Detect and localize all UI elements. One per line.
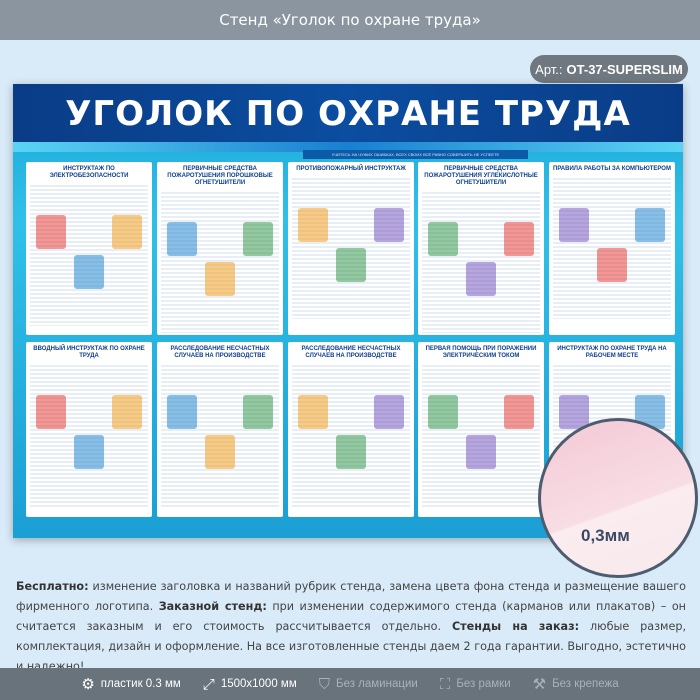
panel-title: ИНСТРУКТАЖ ПО ЭЛЕКТРОБЕЗОПАСНОСТИ — [49, 166, 129, 179]
panel-illustration — [243, 395, 273, 429]
feature-mount: ⚒ Без крепежа — [533, 675, 619, 693]
panel-illustration — [36, 395, 66, 429]
feature-size: ⤢ 1500x1000 мм — [203, 676, 297, 693]
stand-title: УГОЛОК ПО ОХРАНЕ ТРУДА — [13, 84, 683, 144]
stand-panel: РАССЛЕДОВАНИЕ НЕСЧАСТНЫХ СЛУЧАЕВ НА ПРОИ… — [157, 342, 283, 517]
panel-illustration — [559, 208, 589, 242]
page-title: Стенд «Уголок по охране труда» — [219, 11, 481, 29]
article-label: Арт.: — [535, 61, 563, 77]
panel-content — [292, 365, 410, 508]
panel-illustration — [336, 435, 366, 469]
stand-panel: ПЕРВИЧНЫЕ СРЕДСТВА ПОЖАРОТУШЕНИЯ УГЛЕКИС… — [418, 162, 544, 335]
panel-illustration — [559, 395, 589, 429]
feature-material: ⚙ пластик 0.3 мм — [81, 675, 180, 693]
panel-illustration — [374, 208, 404, 242]
custom-text: при изменении содержимого стенда (карман… — [16, 600, 686, 633]
panel-content — [422, 192, 540, 333]
material-magnifier: 0,3мм — [538, 418, 698, 578]
panel-content — [161, 192, 279, 333]
stand-panel: ВВОДНЫЙ ИНСТРУКТАЖ ПО ОХРАНЕ ТРУДА — [26, 342, 152, 517]
stand-panel: ПРАВИЛА РАБОТЫ ЗА КОМПЬЮТЕРОМ — [549, 162, 675, 335]
panel-title: ПРОТИВОПОЖАРНЫЙ ИНСТРУКТАЖ — [296, 166, 406, 172]
panel-illustration — [298, 395, 328, 429]
panel-title: ПЕРВАЯ ПОМОЩЬ ПРИ ПОРАЖЕНИИ ЭЛЕКТРИЧЕСКИ… — [425, 346, 537, 359]
panel-illustration — [167, 222, 197, 256]
stand-panel: ИНСТРУКТАЖ ПО ЭЛЕКТРОБЕЗОПАСНОСТИ — [26, 162, 152, 335]
panel-illustration — [298, 208, 328, 242]
custom-label: Заказной стенд: — [158, 600, 267, 613]
panel-title: ВВОДНЫЙ ИНСТРУКТАЖ ПО ОХРАНЕ ТРУДА — [33, 346, 145, 359]
panel-illustration — [167, 395, 197, 429]
panel-content — [30, 365, 148, 508]
banner-wave — [13, 142, 683, 152]
feature-label: Без рамки — [456, 678, 511, 690]
panel-illustration — [635, 208, 665, 242]
panel-illustration — [466, 435, 496, 469]
panel-illustration — [243, 222, 273, 256]
panel-illustration — [466, 262, 496, 296]
free-text: изменение заголовка и названий рубрик ст… — [16, 580, 686, 613]
expand-icon: ⤢ — [202, 675, 215, 693]
panel-illustration — [374, 395, 404, 429]
panel-illustration — [428, 222, 458, 256]
stand-panel: ПЕРВИЧНЫЕ СРЕДСТВА ПОЖАРОТУШЕНИЯ ПОРОШКО… — [157, 162, 283, 335]
panel-illustration — [112, 215, 142, 249]
article-code: OT-37-SUPERSLIM — [566, 61, 683, 77]
panel-illustration — [74, 255, 104, 289]
panel-illustration — [74, 435, 104, 469]
feature-frame: ⛶ Без рамки — [440, 676, 511, 693]
feature-label: пластик 0.3 мм — [100, 678, 181, 690]
panel-title: ПЕРВИЧНЫЕ СРЕДСТВА ПОЖАРОТУШЕНИЯ УГЛЕКИС… — [424, 166, 538, 186]
features-bar: ⚙ пластик 0.3 мм ⤢ 1500x1000 мм ⛉ Без ламин… — [0, 668, 700, 700]
panel-illustration — [428, 395, 458, 429]
panel-title: ПРАВИЛА РАБОТЫ ЗА КОМПЬЮТЕРОМ — [553, 166, 671, 172]
stand-slogan: УЧИТЕСЬ НА ЧУЖИХ ОШИБКАХ, ВСЕХ СВОИХ ВСЁ… — [303, 150, 528, 159]
panel-content — [30, 185, 148, 326]
panel-illustration — [336, 248, 366, 282]
description: Бесплатно: изменение заголовка и названи… — [16, 577, 686, 677]
panel-content — [292, 178, 410, 319]
shield-check-icon: ⛉ — [318, 675, 331, 693]
panel-content — [422, 365, 540, 508]
stand-panel: ПРОТИВОПОЖАРНЫЙ ИНСТРУКТАЖ — [288, 162, 414, 335]
panel-content — [161, 365, 279, 508]
gear-icon: ⚙ — [81, 676, 95, 693]
feature-label: 1500x1000 мм — [220, 678, 297, 690]
frame-icon: ⛶ — [439, 675, 451, 693]
panel-illustration — [36, 215, 66, 249]
stand-panel: ПЕРВАЯ ПОМОЩЬ ПРИ ПОРАЖЕНИИ ЭЛЕКТРИЧЕСКИ… — [418, 342, 544, 517]
article-badge: Арт.: OT-37-SUPERSLIM — [530, 55, 688, 83]
panel-illustration — [112, 395, 142, 429]
panel-content — [553, 178, 671, 319]
stand-image: УГОЛОК ПО ОХРАНЕ ТРУДА УЧИТЕСЬ НА ЧУЖИХ … — [13, 84, 683, 538]
panel-title: ИНСТРУКТАЖ ПО ОХРАНЕ ТРУДА НА РАБОЧЕМ МЕ… — [557, 346, 667, 359]
panel-title: ПЕРВИЧНЫЕ СРЕДСТВА ПОЖАРОТУШЕНИЯ ПОРОШКО… — [167, 166, 273, 186]
page-header: Стенд «Уголок по охране труда» — [0, 0, 700, 40]
feature-label: Без крепежа — [552, 678, 619, 690]
free-label: Бесплатно: — [16, 580, 89, 593]
panel-illustration — [205, 435, 235, 469]
panel-title: РАССЛЕДОВАНИЕ НЕСЧАСТНЫХ СЛУЧАЕВ НА ПРОИ… — [170, 346, 270, 359]
drill-icon: ⚒ — [532, 676, 547, 693]
thickness-label: 0,3мм — [581, 526, 630, 545]
order-label: Стенды на заказ: — [451, 620, 580, 633]
feature-lamination: ⛉ Без ламинации — [319, 676, 418, 693]
stand-panel: РАССЛЕДОВАНИЕ НЕСЧАСТНЫХ СЛУЧАЕВ НА ПРОИ… — [288, 342, 414, 517]
panel-title: РАССЛЕДОВАНИЕ НЕСЧАСТНЫХ СЛУЧАЕВ НА ПРОИ… — [301, 346, 401, 359]
panel-illustration — [205, 262, 235, 296]
feature-label: Без ламинации — [336, 678, 418, 690]
panel-illustration — [597, 248, 627, 282]
panel-illustration — [504, 222, 534, 256]
panel-illustration — [504, 395, 534, 429]
